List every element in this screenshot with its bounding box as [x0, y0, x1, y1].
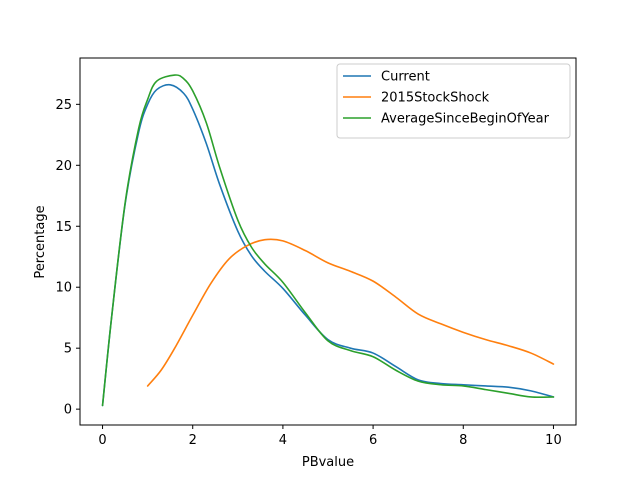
series-line-1: [146, 238, 555, 387]
x-tick-label: 10: [545, 433, 562, 448]
x-tick-label: 0: [98, 433, 106, 448]
legend-label-0: Current: [381, 70, 430, 85]
y-tick-label: 25: [55, 98, 72, 113]
y-tick-label: 10: [55, 281, 72, 296]
x-axis-ticks: 0 2 4 6 8 10: [98, 425, 562, 448]
plot-frame: [79, 57, 577, 426]
y-tick-label: 5: [64, 342, 72, 357]
x-tick-label: 8: [459, 433, 467, 448]
legend: Current 2015StockShock AverageSinceBeginOf…: [336, 63, 571, 139]
y-tick-label: 20: [55, 159, 72, 174]
x-axis-label: PBvalue: [302, 455, 354, 470]
legend-label-1: 2015StockShock: [381, 91, 490, 106]
legend-label-2: AverageSinceBeginOfYear: [381, 112, 550, 127]
series-line-2: [101, 74, 555, 407]
x-tick-label: 4: [279, 433, 287, 448]
y-axis-ticks: 0 5 10 15 20 25: [55, 98, 80, 418]
y-tick-label: 0: [64, 403, 72, 418]
x-tick-label: 6: [369, 433, 377, 448]
series-line-0: [101, 83, 555, 407]
x-tick-label: 2: [189, 433, 197, 448]
series-lines: [101, 74, 555, 407]
y-axis-label: Percentage: [33, 205, 48, 278]
legend-box: [336, 63, 571, 139]
y-tick-label: 15: [55, 220, 72, 235]
